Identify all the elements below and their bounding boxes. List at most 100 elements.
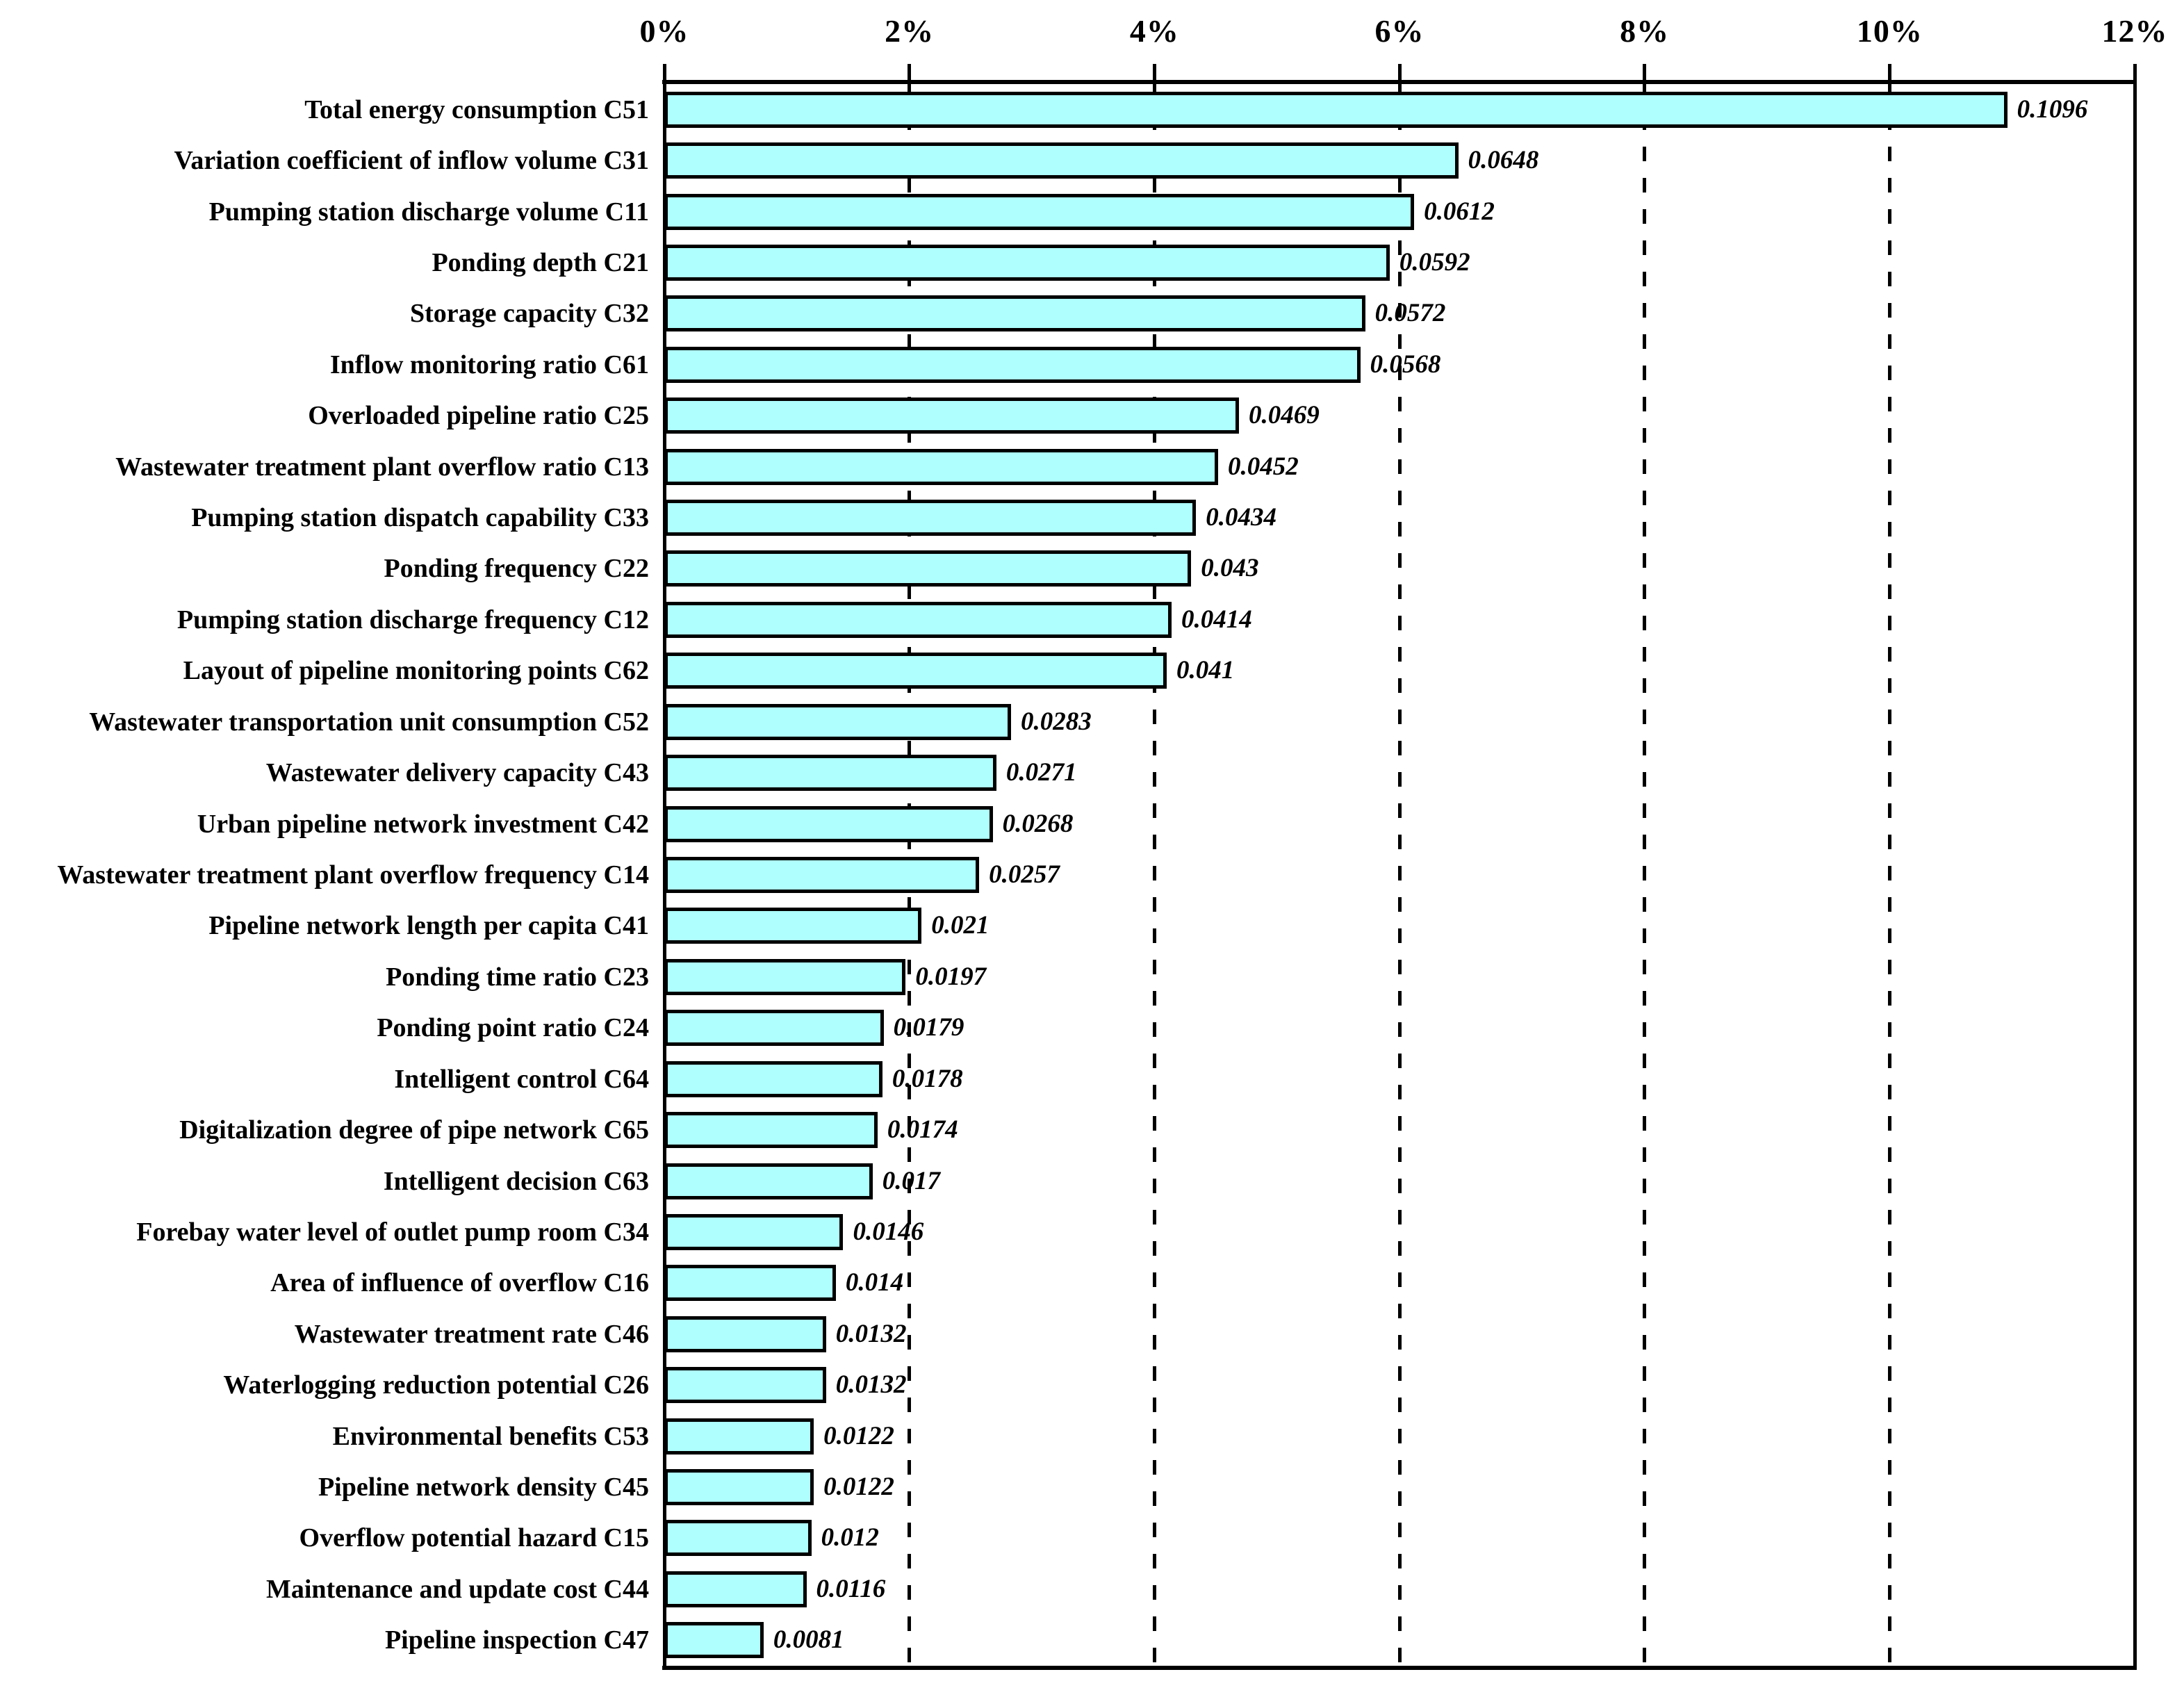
x-axis-tick	[908, 64, 912, 84]
category-label: Pipeline network length per capita C41	[208, 911, 649, 941]
x-axis-tick	[1397, 64, 1402, 84]
bar	[664, 653, 1167, 689]
x-axis-line-bottom	[662, 1666, 2137, 1670]
bar	[664, 398, 1239, 434]
category-label: Intelligent control C64	[394, 1064, 649, 1094]
x-axis-tick-label: 0%	[639, 13, 689, 49]
bar	[664, 1622, 764, 1659]
gridline-6pct	[1397, 84, 1402, 1666]
x-axis-tick	[1643, 64, 1647, 84]
category-label: Overflow potential hazard C15	[299, 1523, 649, 1553]
bar	[664, 1060, 882, 1097]
bar	[664, 142, 1459, 179]
category-label: Waterlogging reduction potential C26	[223, 1370, 649, 1400]
x-axis-tick-label: 10%	[1856, 13, 1923, 49]
category-label: Layout of pipeline monitoring points C62	[183, 656, 649, 686]
category-label: Variation coefficient of inflow volume C…	[174, 146, 649, 176]
category-label: Storage capacity C32	[409, 299, 649, 329]
category-label: Pipeline inspection C47	[384, 1625, 649, 1655]
category-label: Urban pipeline network investment C42	[197, 809, 649, 839]
x-axis-line-top	[662, 80, 2137, 84]
bar	[664, 1520, 812, 1557]
bar	[664, 703, 1012, 740]
x-axis-tick-label: 12%	[2101, 13, 2168, 49]
category-label: Forebay water level of outlet pump room …	[136, 1217, 649, 1247]
bar-value-label: 0.017	[882, 1166, 941, 1195]
bar-value-label: 0.0179	[893, 1013, 964, 1042]
bar-value-label: 0.0572	[1374, 299, 1446, 328]
bar	[664, 295, 1365, 332]
category-label: Inflow monitoring ratio C61	[329, 350, 649, 379]
bar-value-label: 0.1096	[2017, 95, 2088, 124]
x-axis-tick-label: 4%	[1129, 13, 1179, 49]
bar	[664, 958, 906, 995]
bar	[664, 1112, 878, 1149]
bar-value-label: 0.021	[931, 911, 990, 940]
bar	[664, 500, 1197, 536]
bar-value-label: 0.0648	[1468, 146, 1539, 175]
bar-value-label: 0.0414	[1181, 605, 1252, 634]
bar-value-label: 0.0197	[915, 962, 987, 991]
bar	[664, 755, 996, 792]
category-label: Wastewater delivery capacity C43	[265, 758, 649, 788]
category-label: Environmental benefits C53	[332, 1421, 649, 1451]
category-label: Area of influence of overflow C16	[270, 1268, 649, 1298]
bar-value-label: 0.014	[845, 1268, 904, 1297]
bar-value-label: 0.0178	[892, 1064, 963, 1093]
bar-value-label: 0.0132	[835, 1319, 907, 1348]
category-label: Total energy consumption C51	[304, 95, 649, 124]
category-label: Ponding frequency C22	[384, 554, 649, 584]
x-axis-tick-label: 6%	[1374, 13, 1424, 49]
bar-value-label: 0.0116	[816, 1574, 886, 1603]
bar-value-label: 0.041	[1176, 656, 1235, 685]
category-label: Ponding depth C21	[432, 247, 649, 277]
category-label: Pumping station dispatch capability C33	[191, 503, 649, 533]
bar-value-label: 0.0081	[773, 1625, 844, 1655]
x-axis-tick-label: 8%	[1620, 13, 1670, 49]
bar	[664, 1571, 807, 1607]
gridline-4pct	[1152, 84, 1156, 1666]
category-label: Pumping station discharge frequency C12	[176, 605, 649, 634]
category-label: Wastewater transportation unit consumpti…	[89, 707, 649, 737]
bar	[664, 1316, 826, 1352]
bar	[664, 91, 2008, 128]
bar-value-label: 0.0592	[1399, 247, 1470, 277]
bar-value-label: 0.0132	[835, 1370, 907, 1400]
bar	[664, 1213, 844, 1250]
category-label: Pipeline network density C45	[318, 1473, 649, 1502]
bar	[664, 550, 1192, 587]
bar-value-label: 0.012	[821, 1523, 879, 1552]
category-label: Ponding point ratio C24	[377, 1013, 649, 1043]
category-label: Maintenance and update cost C44	[265, 1574, 649, 1604]
category-label: Wastewater treatment plant overflow rati…	[115, 452, 649, 482]
bar	[664, 1367, 826, 1404]
bar-value-label: 0.0283	[1021, 707, 1092, 736]
bar	[664, 601, 1172, 638]
bar-value-label: 0.0568	[1370, 350, 1441, 379]
bar-value-label: 0.0122	[823, 1473, 894, 1502]
bar	[664, 1418, 814, 1455]
bar	[664, 857, 980, 893]
bar-value-label: 0.0257	[989, 860, 1060, 889]
x-axis-tick-label: 2%	[885, 13, 935, 49]
x-axis-tick	[1152, 64, 1156, 84]
bar	[664, 1010, 884, 1047]
bar-value-label: 0.0271	[1005, 758, 1077, 787]
bar	[664, 908, 922, 944]
bar-value-label: 0.0122	[823, 1421, 894, 1450]
bar	[664, 193, 1415, 230]
bar-value-label: 0.0469	[1249, 401, 1320, 430]
category-label: Intelligent decision C63	[383, 1166, 649, 1196]
x-axis-tick	[1887, 64, 1891, 84]
category-label: Pumping station discharge volume C11	[208, 197, 649, 227]
bar-value-label: 0.0146	[853, 1217, 924, 1246]
bar	[664, 1265, 836, 1302]
gridline-8pct	[1643, 84, 1647, 1666]
bar-value-label: 0.0434	[1206, 503, 1277, 532]
category-label: Digitalization degree of pipe network C6…	[179, 1115, 649, 1145]
category-label: Wastewater treatment rate C46	[294, 1319, 649, 1349]
bar-value-label: 0.0452	[1228, 452, 1299, 481]
bar-value-label: 0.0174	[887, 1115, 958, 1145]
bar	[664, 1163, 873, 1199]
bar-value-label: 0.0612	[1424, 197, 1495, 226]
